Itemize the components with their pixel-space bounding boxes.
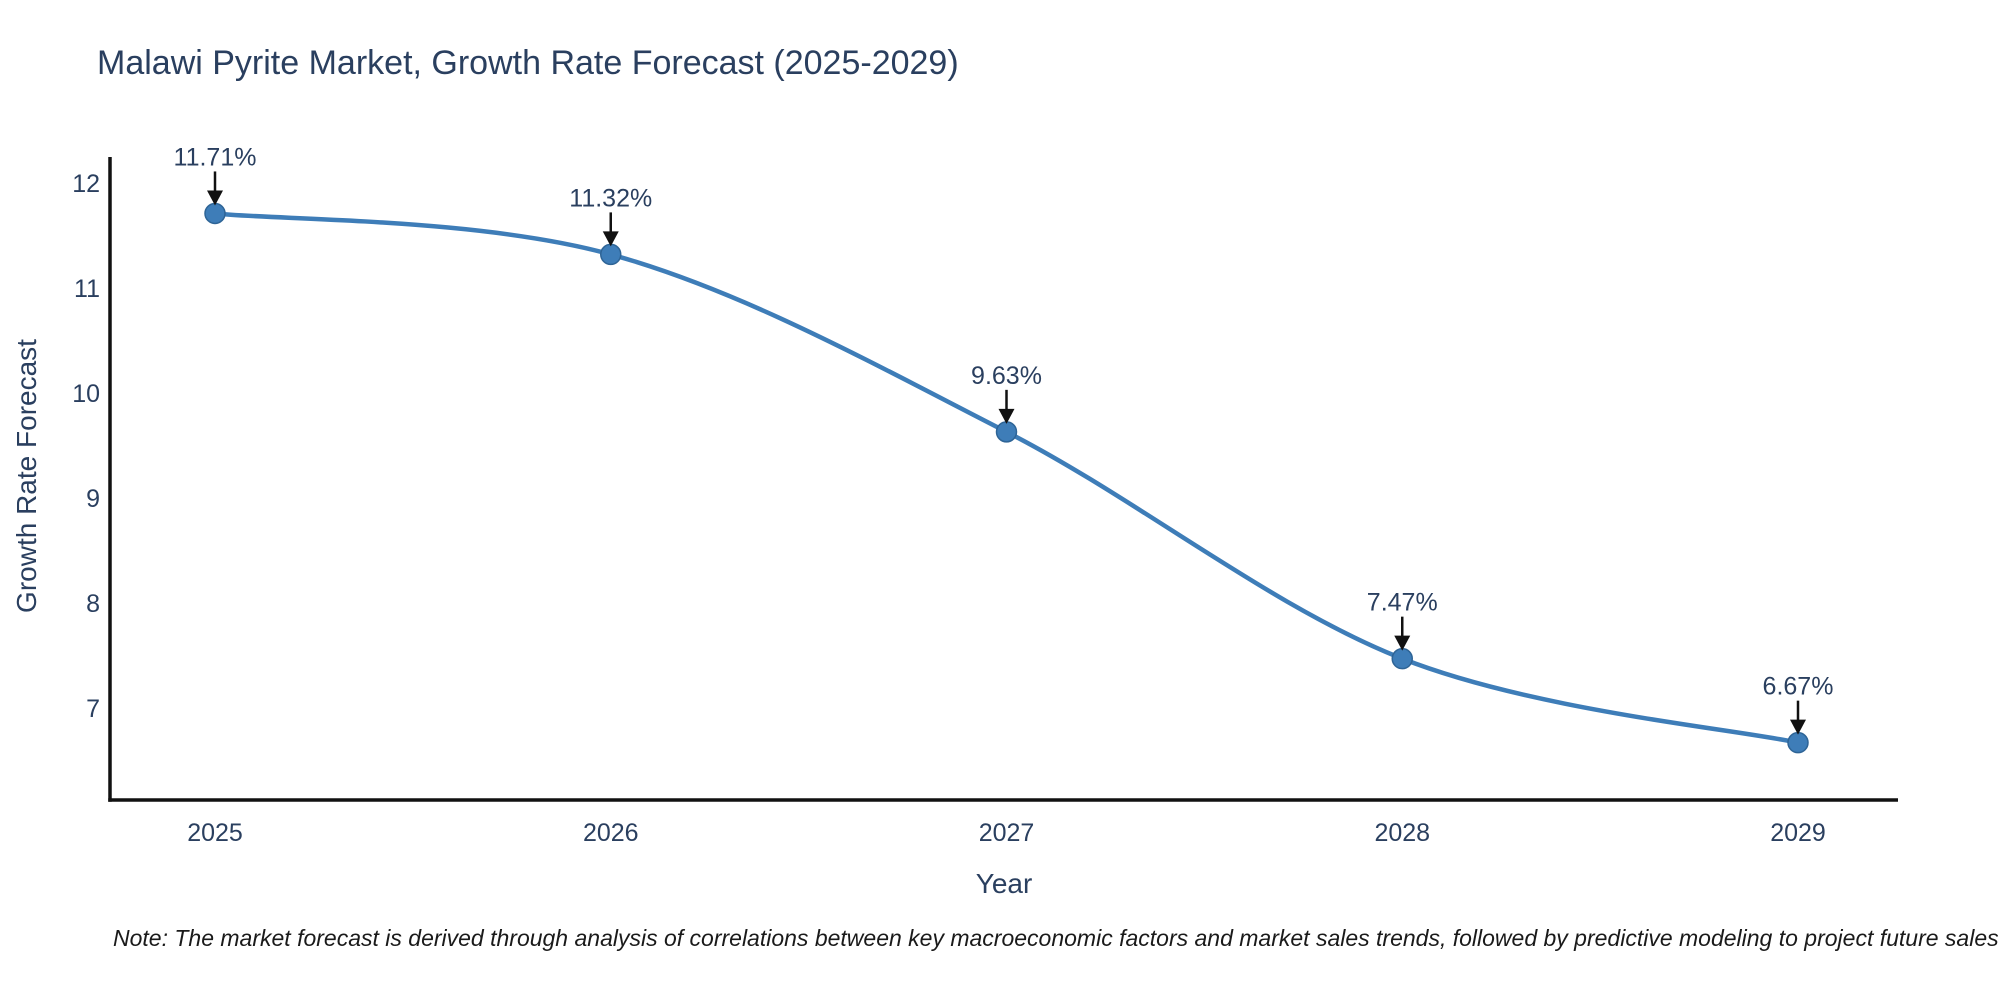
y-tick-label: 9 [86, 485, 100, 513]
annotation-arrowhead [602, 231, 619, 247]
chart-title: Malawi Pyrite Market, Growth Rate Foreca… [97, 44, 959, 82]
x-tick-label: 2028 [1374, 819, 1430, 847]
annotation-arrowhead [1394, 635, 1411, 651]
x-axis-title: Year [975, 868, 1033, 899]
y-tick-label: 10 [72, 380, 100, 408]
annotation-label: 11.71% [174, 143, 257, 171]
annotation-label: 6.67% [1763, 673, 1834, 701]
annotation-arrowhead [207, 190, 223, 206]
data-point-marker [204, 202, 226, 225]
data-point-marker [1391, 647, 1413, 670]
data-point-marker [600, 243, 622, 266]
data-point-marker [1787, 731, 1809, 754]
x-tick-label: 2025 [187, 819, 243, 847]
footnote: Note: The market forecast is derived thr… [113, 925, 1999, 951]
y-tick-label: 8 [86, 590, 100, 618]
annotation-arrowhead [998, 408, 1015, 424]
y-tick-label: 12 [72, 170, 100, 198]
x-tick-label: 2027 [979, 819, 1035, 847]
y-tick-label: 11 [74, 275, 100, 303]
trend-line [212, 211, 1801, 745]
y-tick-label: 7 [86, 695, 100, 723]
data-point-marker [995, 421, 1018, 443]
x-tick-label: 2026 [583, 819, 639, 847]
annotation-label: 11.32% [569, 184, 652, 212]
annotation-label: 7.47% [1367, 589, 1438, 617]
annotation-arrowhead [1790, 719, 1806, 735]
x-tick-label: 2029 [1770, 819, 1826, 847]
annotation-label: 9.63% [971, 362, 1042, 390]
